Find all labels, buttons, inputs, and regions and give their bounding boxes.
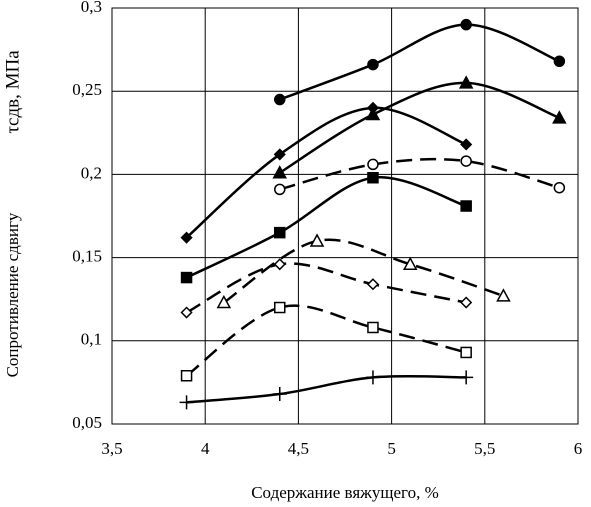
marker: [460, 346, 472, 359]
marker: [274, 301, 286, 314]
series-line: [279, 157, 560, 191]
y-tick-label: 0,05: [72, 413, 102, 432]
series-line: [279, 81, 560, 174]
marker: [272, 387, 287, 402]
marker: [273, 258, 286, 271]
marker: [402, 256, 418, 271]
y-axis-title: Сопротивление сдвигу: [3, 212, 22, 377]
marker: [366, 101, 380, 114]
x-tick-label: 5,5: [474, 439, 495, 458]
marker: [274, 93, 286, 106]
marker: [366, 278, 380, 291]
marker: [274, 183, 286, 196]
marker: [553, 55, 566, 67]
x-tick-label: 4,5: [288, 439, 309, 458]
marker: [180, 231, 193, 244]
x-tick-label: 6: [574, 439, 583, 458]
series-line: [185, 106, 467, 239]
marker: [180, 369, 193, 382]
series-line: [186, 374, 467, 404]
x-axis-title: Содержание вяжущего, %: [251, 483, 439, 502]
marker: [460, 296, 473, 309]
marker: [365, 106, 381, 121]
series-line: [279, 23, 560, 101]
y-tick-label: 0,15: [72, 247, 102, 266]
marker: [272, 165, 288, 179]
marker: [460, 155, 472, 167]
marker: [273, 148, 286, 161]
y-tick-label: 0,2: [81, 163, 102, 182]
marker: [367, 58, 379, 71]
marker: [180, 271, 193, 284]
series-line: [185, 304, 467, 377]
marker: [460, 200, 472, 212]
series-line: [186, 176, 467, 279]
marker: [274, 226, 286, 239]
marker: [365, 370, 380, 385]
series-line: [223, 238, 504, 304]
series-line: [185, 262, 467, 314]
marker: [180, 306, 193, 319]
x-tick-label: 5: [387, 439, 396, 458]
marker: [367, 158, 379, 171]
marker: [458, 75, 474, 89]
y-unit-label: τсдв, МПа: [2, 50, 23, 134]
marker: [216, 294, 232, 309]
marker: [460, 138, 473, 151]
marker: [553, 181, 566, 194]
marker: [179, 395, 194, 410]
marker: [459, 370, 474, 385]
marker: [309, 233, 325, 247]
x-tick-label: 4: [201, 439, 210, 458]
marker: [552, 110, 567, 124]
x-tick-label: 3,5: [101, 439, 122, 458]
marker: [496, 288, 511, 302]
marker: [367, 321, 379, 334]
y-tick-label: 0,25: [72, 80, 102, 99]
marker: [460, 18, 472, 31]
y-tick-label: 0,3: [81, 0, 102, 16]
marker: [367, 171, 379, 184]
y-tick-label: 0,1: [81, 330, 102, 349]
plot-frame: [111, 7, 579, 425]
